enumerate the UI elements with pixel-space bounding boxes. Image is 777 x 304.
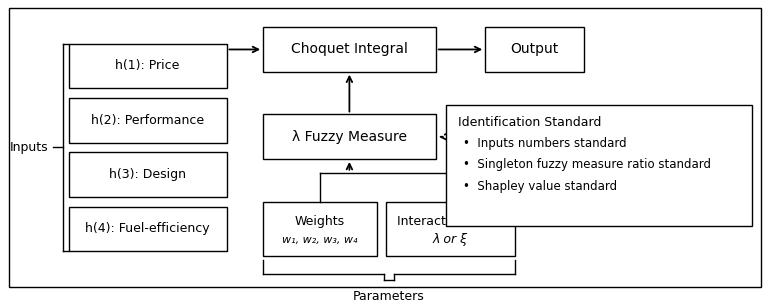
Bar <box>68 207 227 251</box>
Text: •  Shapley value standard: • Shapley value standard <box>463 180 618 193</box>
Text: h(1): Price: h(1): Price <box>115 60 179 72</box>
Bar <box>446 105 751 226</box>
Bar <box>68 152 227 197</box>
Text: Parameters: Parameters <box>353 290 425 303</box>
Text: λ Fuzzy Measure: λ Fuzzy Measure <box>292 130 407 144</box>
Bar <box>68 98 227 143</box>
Text: λ or ξ: λ or ξ <box>433 233 469 246</box>
Bar <box>263 27 436 72</box>
Bar <box>68 44 227 88</box>
Text: w₁, w₂, w₃, w₄: w₁, w₂, w₃, w₄ <box>282 235 357 245</box>
Text: Weights: Weights <box>294 215 345 228</box>
Text: Interaction Index: Interaction Index <box>398 215 503 228</box>
Text: •  Singleton fuzzy measure ratio standard: • Singleton fuzzy measure ratio standard <box>463 158 712 171</box>
Text: h(4): Fuel-efficiency: h(4): Fuel-efficiency <box>85 223 210 235</box>
Text: Identification Standard: Identification Standard <box>458 116 601 129</box>
Bar <box>485 27 584 72</box>
Text: h(2): Performance: h(2): Performance <box>91 114 204 127</box>
Text: •  Inputs numbers standard: • Inputs numbers standard <box>463 137 627 150</box>
Bar <box>386 202 515 256</box>
Text: h(3): Design: h(3): Design <box>109 168 186 181</box>
Text: Choquet Integral: Choquet Integral <box>291 43 408 57</box>
Bar <box>263 114 436 159</box>
Bar <box>263 202 377 256</box>
Text: Output: Output <box>510 43 559 57</box>
Text: Inputs: Inputs <box>10 141 49 154</box>
